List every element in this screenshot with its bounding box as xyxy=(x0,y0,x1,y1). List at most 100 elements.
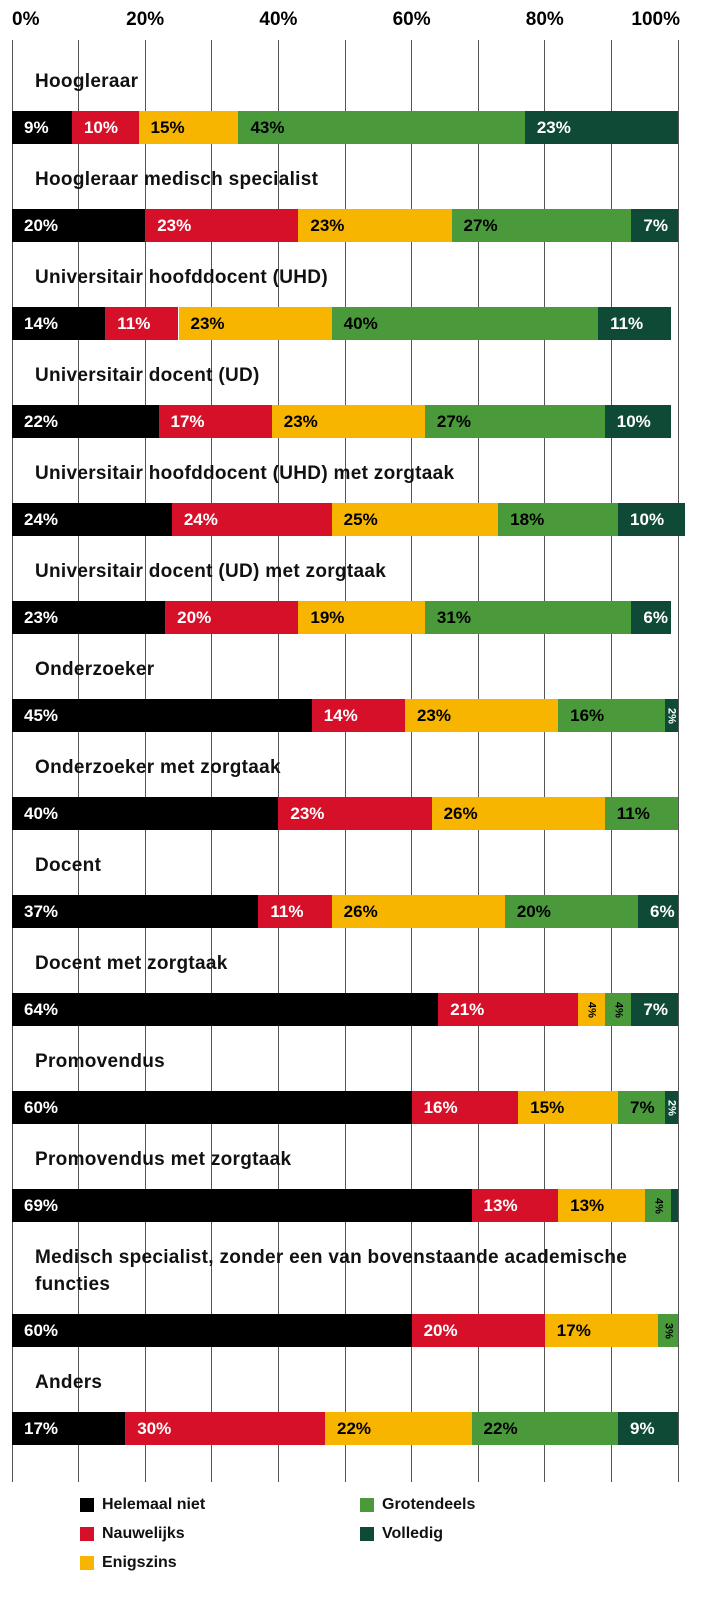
bar-segment: 11% xyxy=(105,307,179,340)
bar-segment: 27% xyxy=(451,209,632,242)
data-label: 69% xyxy=(24,1196,59,1215)
stacked-bar: 60% 16% 15% 7% 2% xyxy=(0,1091,715,1124)
legend-item: Enigszins xyxy=(80,1548,360,1577)
bar-segment: 6% xyxy=(631,601,672,634)
bar-segment: 23% xyxy=(524,111,678,144)
stacked-bar: 14% 11% 23% 40% 11% xyxy=(0,307,715,340)
legend-item: Grotendeels xyxy=(360,1490,640,1519)
data-label: 23% xyxy=(290,804,325,823)
data-label: 16% xyxy=(423,1098,458,1117)
data-label: 20% xyxy=(423,1321,458,1340)
bar-segment: 40% xyxy=(331,307,599,340)
stacked-bar: 64% 21% 4% 4% 7% xyxy=(0,993,715,1026)
legend-label: Helemaal niet xyxy=(102,1495,206,1513)
data-label: 9% xyxy=(24,118,49,137)
bar-segment: 60% xyxy=(12,1314,412,1347)
stacked-bar: 9% 10% 15% 43% 23% xyxy=(0,111,715,144)
bar-segment: 6% xyxy=(638,895,678,928)
stacked-bar: 23% 20% 19% 31% 6% xyxy=(0,601,715,634)
bar-segment: 11% xyxy=(258,895,332,928)
data-label: 21% xyxy=(450,1000,485,1019)
data-label: 16% xyxy=(570,706,605,725)
data-label: 64% xyxy=(24,1000,59,1019)
data-label: 11% xyxy=(610,314,644,333)
bar-segment: 7% xyxy=(631,209,678,242)
data-label: 2% xyxy=(665,1099,678,1116)
data-label: 3% xyxy=(662,1322,675,1339)
bar-segment: 15% xyxy=(138,111,239,144)
bar-segment: 16% xyxy=(558,699,665,732)
data-label: 60% xyxy=(24,1098,59,1117)
data-label: 2% xyxy=(665,707,678,724)
bar-segment: 26% xyxy=(331,895,505,928)
data-label: 40% xyxy=(343,314,378,333)
data-label: 20% xyxy=(516,902,551,921)
data-label: 11% xyxy=(616,804,650,823)
category-row: Universitair hoofddocent (UHD) met zorgt… xyxy=(0,460,715,558)
legend: Helemaal niet Nauwelijks Enigszins Grotende… xyxy=(80,1490,640,1577)
bar-segment: 37% xyxy=(12,895,259,928)
rows: Hoogleraar 9% 10% 15% 43% 23% Hoogleraar medis… xyxy=(0,68,715,1467)
bar-segment: 23% xyxy=(12,601,166,634)
bar-segment: 30% xyxy=(125,1412,326,1445)
category-label: Universitair docent (UD) xyxy=(35,365,260,386)
bar-segment: 11% xyxy=(598,307,672,340)
data-label: 11% xyxy=(270,902,304,921)
data-label: 45% xyxy=(24,706,59,725)
bar-segment xyxy=(671,1189,678,1222)
data-label: 43% xyxy=(250,118,285,137)
data-label: 23% xyxy=(310,216,345,235)
category-label: Promovendus xyxy=(35,1051,165,1072)
data-label: 13% xyxy=(570,1196,605,1215)
bar-segment: 17% xyxy=(12,1412,126,1445)
bar-segment: 31% xyxy=(424,601,632,634)
bar-segment: 27% xyxy=(424,405,605,438)
stacked-bar: 45% 14% 23% 16% 2% xyxy=(0,699,715,732)
data-label: 18% xyxy=(510,510,545,529)
data-label: 22% xyxy=(483,1419,518,1438)
data-label: 24% xyxy=(183,510,218,529)
bar-segment: 69% xyxy=(12,1189,472,1222)
grid-line xyxy=(544,40,546,1482)
legend-label: Enigszins xyxy=(102,1553,177,1571)
bar-segment: 23% xyxy=(278,797,432,830)
category-label: Universitair docent (UD) met zorgtaak xyxy=(35,561,387,582)
grid-line xyxy=(144,40,146,1482)
bar-segment: 43% xyxy=(238,111,525,144)
data-label: 40% xyxy=(24,804,59,823)
category-label: Hoogleraar medisch specialist xyxy=(35,169,319,190)
legend-swatch xyxy=(80,1526,94,1541)
data-label: 4% xyxy=(612,1001,625,1018)
bar-segment: 3% xyxy=(658,1314,678,1347)
bar-segment: 11% xyxy=(604,797,678,830)
grid-line xyxy=(411,40,413,1482)
legend-label: Volledig xyxy=(382,1524,444,1542)
data-label: 15% xyxy=(530,1098,565,1117)
category-label: Universitair hoofddocent (UHD) met zorgt… xyxy=(35,463,455,484)
bar-segment: 7% xyxy=(618,1091,665,1124)
data-label: 17% xyxy=(556,1321,591,1340)
legend-swatch xyxy=(360,1497,374,1512)
category-row: Universitair hoofddocent (UHD) 14% 11% 23% 4… xyxy=(0,264,715,362)
bar-segment: 23% xyxy=(298,209,452,242)
data-label: 24% xyxy=(24,510,59,529)
x-tick-label: 20% xyxy=(126,9,165,30)
bar-segment: 9% xyxy=(12,111,72,144)
data-label: 60% xyxy=(24,1321,59,1340)
bar-segment: 4% xyxy=(644,1189,672,1222)
category-row: Docent 37% 11% 26% 20% 6% xyxy=(0,852,715,950)
category-label: Docent met zorgtaak xyxy=(35,953,228,974)
bar-segment: 64% xyxy=(12,993,439,1026)
category-label: Promovendus met zorgtaak xyxy=(35,1149,292,1170)
legend-swatch xyxy=(80,1497,94,1512)
category-row: Universitair docent (UD) met zorgtaak 23%… xyxy=(0,558,715,656)
data-label: 14% xyxy=(323,706,358,725)
data-label: 20% xyxy=(177,608,212,627)
category-label: Universitair hoofddocent (UHD) xyxy=(35,267,328,288)
bar-segment: 2% xyxy=(664,1091,678,1124)
data-label: 10% xyxy=(630,510,665,529)
legend-item: Nauwelijks xyxy=(80,1519,360,1548)
data-label: 6% xyxy=(643,608,668,627)
data-label: 7% xyxy=(630,1098,655,1117)
bar-segment: 14% xyxy=(12,307,106,340)
